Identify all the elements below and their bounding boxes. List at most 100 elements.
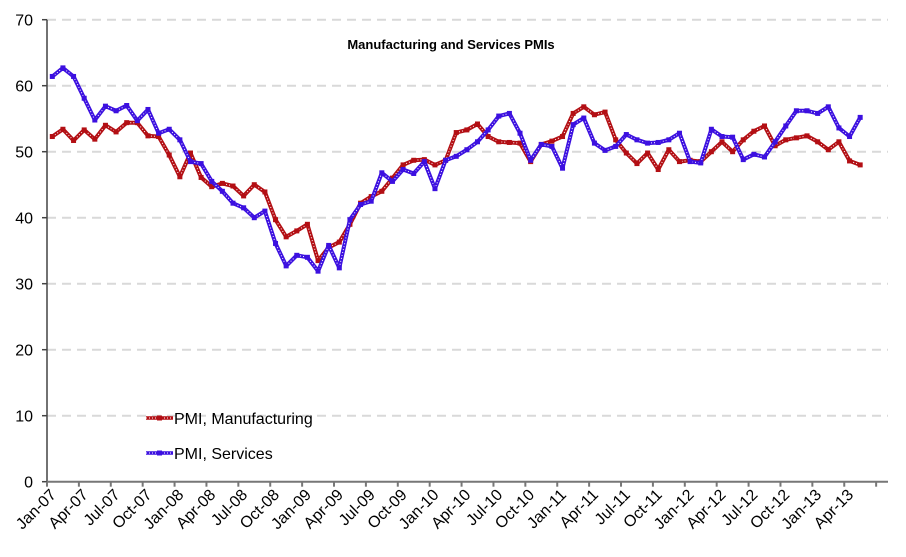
data-point (113, 108, 119, 114)
data-point (804, 133, 810, 139)
data-point (549, 138, 555, 144)
data-point (113, 129, 119, 135)
series-line-highlight (51, 67, 861, 273)
y-tick-label: 20 (15, 343, 33, 360)
data-point (177, 137, 183, 143)
data-point (177, 174, 183, 180)
data-point (506, 139, 512, 145)
data-point (666, 137, 672, 143)
data-point (560, 134, 566, 140)
data-point (102, 103, 108, 109)
data-point (315, 258, 321, 264)
data-point (698, 160, 704, 166)
data-point (549, 143, 555, 149)
data-point (241, 193, 247, 199)
data-point (602, 147, 608, 153)
data-point (49, 73, 55, 79)
data-point (71, 137, 77, 143)
data-point (347, 217, 353, 223)
data-point (156, 130, 162, 136)
data-point (570, 110, 576, 116)
legend-item-services: PMI, Services (146, 446, 273, 463)
data-point (262, 189, 268, 195)
data-point (475, 121, 480, 127)
data-point (60, 126, 66, 132)
data-point (326, 242, 332, 248)
data-point (187, 159, 193, 165)
data-point (655, 139, 661, 145)
data-point (187, 150, 193, 156)
data-point (336, 239, 342, 245)
data-point (145, 106, 151, 112)
data-point (645, 140, 651, 146)
data-point (273, 217, 279, 223)
data-point (198, 174, 204, 180)
series-services (49, 65, 863, 274)
data-point (666, 147, 672, 153)
data-point (464, 127, 470, 133)
data-point (81, 95, 87, 101)
data-point (453, 153, 459, 159)
data-point (623, 132, 629, 138)
data-point (719, 139, 725, 145)
data-point (304, 254, 310, 260)
series-layer (49, 65, 863, 274)
data-point (676, 130, 682, 136)
data-point (847, 158, 853, 164)
data-point (283, 234, 289, 240)
data-point (60, 65, 66, 71)
data-point (517, 140, 523, 146)
data-point (506, 110, 512, 116)
legend-label: PMI, Manufacturing (174, 411, 313, 428)
data-point (379, 170, 385, 176)
data-point (581, 115, 587, 121)
data-point (411, 170, 417, 176)
data-point (443, 157, 449, 163)
gridlines (47, 18, 888, 417)
data-point (613, 137, 619, 143)
data-point (751, 151, 757, 157)
data-point (156, 134, 162, 140)
y-tick-label: 40 (15, 211, 33, 228)
data-point (124, 120, 130, 126)
data-point (793, 135, 799, 141)
data-point (81, 127, 87, 133)
data-point (400, 162, 406, 168)
data-point (740, 157, 746, 163)
series-line (51, 65, 862, 274)
data-point (219, 180, 225, 186)
data-point (336, 265, 342, 271)
data-point (71, 73, 77, 79)
legend-item-manufacturing: PMI, Manufacturing (146, 411, 313, 428)
data-point (304, 221, 310, 227)
data-point (825, 104, 831, 110)
data-point (379, 188, 385, 194)
y-tick-label: 50 (15, 145, 33, 162)
legend-label: PMI, Services (174, 446, 273, 463)
data-point (421, 159, 427, 165)
y-tick-label: 0 (24, 475, 33, 492)
data-point (783, 123, 789, 129)
data-point (772, 139, 778, 145)
data-point (389, 175, 395, 181)
data-point (751, 128, 757, 134)
data-point (613, 143, 619, 149)
data-point (251, 182, 257, 188)
data-point (230, 200, 236, 206)
data-point (262, 208, 268, 214)
data-point (251, 215, 257, 221)
data-point (708, 149, 714, 155)
data-point (453, 130, 459, 136)
data-point (209, 178, 215, 184)
legend-marker (157, 415, 162, 421)
data-point (857, 114, 863, 120)
data-point (368, 198, 374, 204)
data-point (655, 167, 661, 173)
data-point (517, 130, 523, 136)
data-point (358, 202, 364, 207)
data-point (762, 123, 768, 129)
data-point (762, 154, 768, 160)
data-point (475, 139, 480, 145)
data-point (783, 137, 789, 143)
